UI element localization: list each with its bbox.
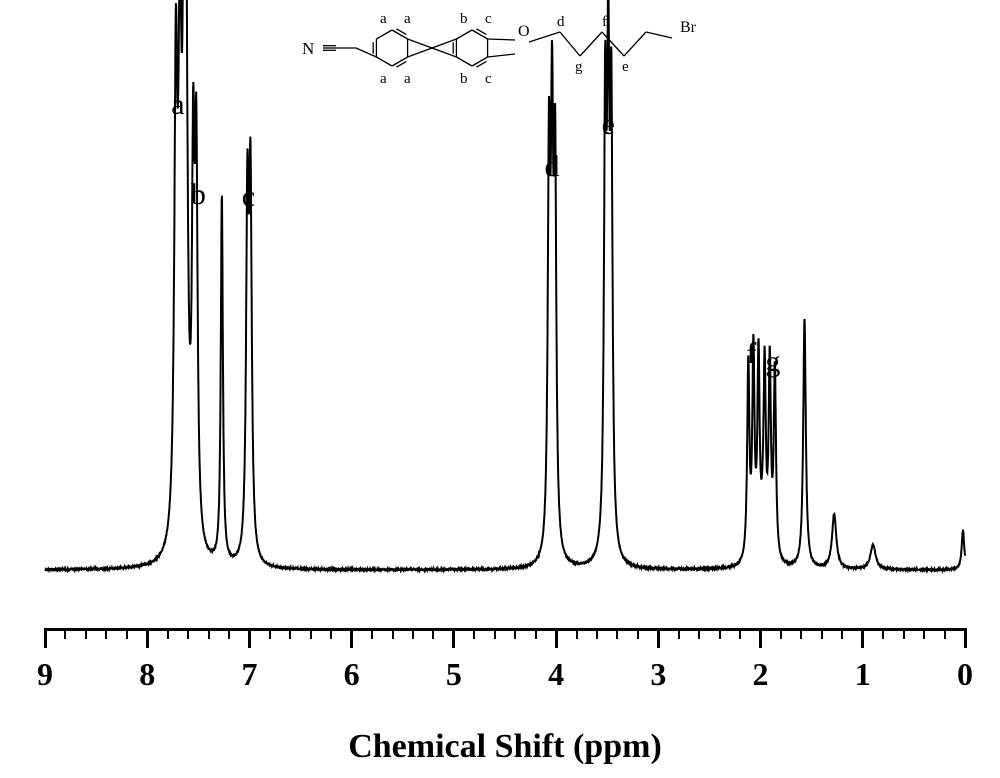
peak-label-c: c — [242, 182, 255, 212]
tick-minor — [126, 628, 128, 639]
mol-label-b: b — [460, 72, 468, 87]
x-axis: 0123456789 — [45, 628, 965, 698]
axis-line — [45, 628, 965, 631]
tick-minor — [412, 628, 414, 639]
tick-minor — [616, 628, 618, 639]
mol-label-c: c — [485, 72, 492, 87]
tick-label: 3 — [650, 656, 666, 693]
tick-minor — [64, 628, 66, 639]
tick-minor — [187, 628, 189, 639]
mol-label-O: O — [518, 24, 530, 40]
peak-label-b: b — [191, 180, 206, 210]
tick-minor — [392, 628, 394, 639]
mol-label-e: e — [622, 60, 629, 75]
tick-minor — [310, 628, 312, 639]
tick-major — [146, 628, 149, 648]
tick-minor — [535, 628, 537, 639]
tick-minor — [841, 628, 843, 639]
tick-major — [452, 628, 455, 648]
mol-label-d: d — [557, 15, 565, 30]
tick-minor — [330, 628, 332, 639]
tick-minor — [514, 628, 516, 639]
tick-minor — [208, 628, 210, 639]
peak-label-g: g — [765, 347, 780, 377]
x-axis-title: Chemical Shift (ppm) — [348, 728, 662, 766]
tick-major — [350, 628, 353, 648]
tick-minor — [800, 628, 802, 639]
tick-minor — [576, 628, 578, 639]
mol-label-N: N — [302, 40, 314, 57]
peak-label-e: e — [602, 110, 615, 140]
tick-minor — [944, 628, 946, 639]
mol-label-g: g — [575, 60, 583, 75]
nmr-plot: abcdefg — [45, 95, 965, 590]
tick-minor — [903, 628, 905, 639]
mol-label-f: f — [602, 15, 607, 30]
tick-minor — [494, 628, 496, 639]
peak-label-d: d — [545, 152, 560, 182]
mol-label-a: a — [380, 12, 387, 27]
tick-label: 1 — [855, 656, 871, 693]
tick-minor — [473, 628, 475, 639]
mol-label-a: a — [404, 12, 411, 27]
tick-label: 4 — [548, 656, 564, 693]
tick-minor — [698, 628, 700, 639]
tick-major — [759, 628, 762, 648]
molecule-structure: Na a a a b b c c Od g f e Br — [290, 8, 720, 93]
tick-major — [657, 628, 660, 648]
tick-label: 0 — [957, 656, 973, 693]
mol-label-a: a — [404, 72, 411, 87]
tick-minor — [371, 628, 373, 639]
tick-minor — [432, 628, 434, 639]
tick-minor — [289, 628, 291, 639]
tick-minor — [269, 628, 271, 639]
mol-label-b: b — [460, 12, 468, 27]
tick-minor — [678, 628, 680, 639]
tick-minor — [821, 628, 823, 639]
tick-minor — [923, 628, 925, 639]
tick-minor — [85, 628, 87, 639]
mol-label-Br: Br — [680, 20, 696, 36]
tick-minor — [596, 628, 598, 639]
tick-major — [248, 628, 251, 648]
tick-major — [964, 628, 967, 648]
tick-major — [555, 628, 558, 648]
tick-minor — [882, 628, 884, 639]
tick-label: 6 — [344, 656, 360, 693]
tick-minor — [228, 628, 230, 639]
mol-label-c: c — [485, 12, 492, 27]
tick-minor — [637, 628, 639, 639]
tick-minor — [105, 628, 107, 639]
tick-major — [861, 628, 864, 648]
tick-minor — [719, 628, 721, 639]
nmr-figure: NaaaabbccOdgfeBr abcdefg 0123456789 Chem… — [0, 0, 1000, 778]
mol-label-a: a — [380, 72, 387, 87]
tick-label: 9 — [37, 656, 53, 693]
tick-label: 2 — [753, 656, 769, 693]
tick-major — [44, 628, 47, 648]
tick-minor — [167, 628, 169, 639]
tick-minor — [739, 628, 741, 639]
tick-label: 5 — [446, 656, 462, 693]
nmr-svg — [45, 95, 965, 590]
tick-label: 8 — [139, 656, 155, 693]
peak-label-f: f — [746, 339, 756, 369]
molecule-svg — [290, 8, 720, 93]
tick-minor — [780, 628, 782, 639]
peak-label-a: a — [171, 90, 184, 120]
tick-label: 7 — [241, 656, 257, 693]
